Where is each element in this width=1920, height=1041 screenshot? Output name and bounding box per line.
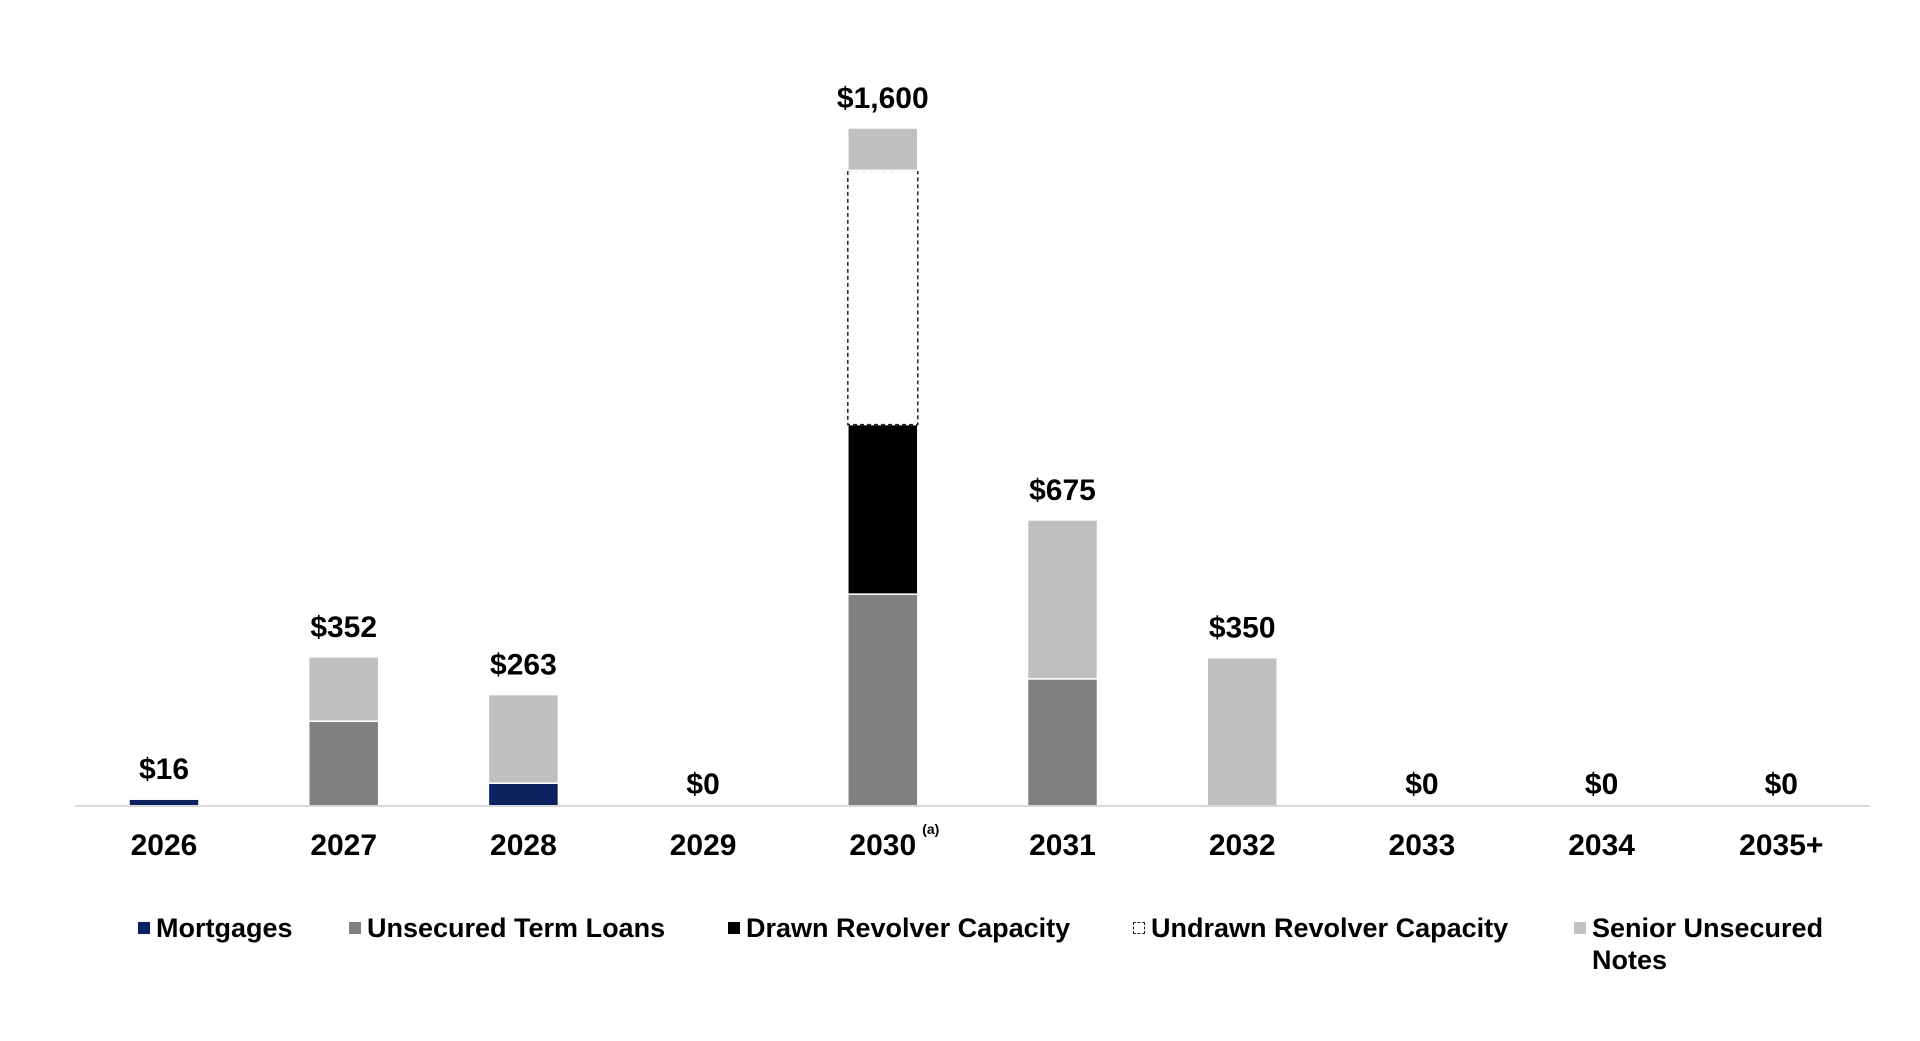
legend-swatch-icon (138, 922, 150, 934)
total-label-2032: $350 (1209, 612, 1276, 645)
bar-2031-series-4 (1026, 519, 1099, 680)
bar-2030-series-4 (847, 127, 919, 172)
bar-2027-series-1 (307, 720, 380, 807)
bar-2030-series-3 (847, 169, 919, 426)
footnote-marker-2030: (a) (922, 821, 939, 837)
x-tick-label-2028: 2028 (490, 829, 557, 862)
x-tick-label-2029: 2029 (670, 829, 737, 862)
total-label-2026: $16 (139, 753, 189, 786)
total-label-2034: $0 (1585, 768, 1618, 801)
x-tick-label-2034: 2034 (1568, 829, 1635, 862)
bar-2028-series-4 (487, 693, 560, 784)
bar-2030-series-2 (847, 423, 919, 595)
x-tick-label-2033: 2033 (1389, 829, 1456, 862)
legend-swatch-icon (1574, 922, 1586, 934)
legend-label: Undrawn Revolver Capacity (1151, 912, 1508, 944)
bar-2027-series-4 (307, 656, 380, 723)
legend-swatch-icon (728, 922, 740, 934)
legend-item-4: Senior Unsecured Notes (1574, 912, 1823, 976)
legend-label-line: Mortgages (156, 913, 293, 943)
legend-label-line: Unsecured Term Loans (367, 913, 666, 943)
legend-label-line: Drawn Revolver Capacity (746, 913, 1071, 943)
bar-2030-series-1 (847, 593, 919, 807)
total-label-2028: $263 (490, 649, 557, 682)
total-label-2033: $0 (1405, 768, 1438, 801)
legend-label: Senior Unsecured Notes (1592, 912, 1823, 976)
legend-label: Drawn Revolver Capacity (746, 912, 1070, 944)
legend-item-3: Undrawn Revolver Capacity (1133, 912, 1508, 944)
total-label-2035plus: $0 (1765, 768, 1798, 801)
total-label-2029: $0 (686, 768, 719, 801)
legend-swatch-icon (349, 922, 361, 934)
legend-item-0: Mortgages (138, 912, 293, 944)
bar-2032-series-4 (1206, 656, 1278, 807)
total-label-2030: $1,600 (837, 82, 929, 115)
legend-label-line: Undrawn Revolver Capacity (1151, 913, 1509, 943)
total-labels: $16 $352 $263 $0 $1,600 $675 $350 $0 $0 $0 (139, 82, 1798, 801)
legend: Mortgages Unsecured Term Loans Drawn Revol… (0, 912, 1920, 992)
x-tick-label-2026: 2026 (131, 829, 198, 862)
x-tick-label-2031: 2031 (1029, 829, 1096, 862)
legend-item-2: Drawn Revolver Capacity (728, 912, 1070, 944)
bar-layer (128, 127, 1278, 807)
legend-item-1: Unsecured Term Loans (349, 912, 665, 944)
bar-2028-series-0 (487, 782, 560, 807)
x-tick-label-2030: 2030 (849, 829, 916, 862)
total-label-2031: $675 (1029, 474, 1096, 507)
bar-2026-series-0 (128, 798, 200, 807)
legend-label-line: Notes (1592, 945, 1668, 975)
x-tick-label-2027: 2027 (310, 829, 377, 862)
legend-label: Mortgages (156, 912, 293, 944)
bar-2031-series-1 (1026, 678, 1099, 807)
x-tick-label-2032: 2032 (1209, 829, 1276, 862)
legend-swatch-icon (1133, 922, 1145, 934)
legend-label-line: Senior Unsecured (1592, 913, 1824, 943)
x-tick-label-2035plus: 2035+ (1739, 829, 1823, 862)
legend-label: Unsecured Term Loans (367, 912, 665, 944)
total-label-2027: $352 (310, 611, 377, 644)
x-tick-labels: 2026 2027 2028 2029 2030 (a) 2031 2032 2033 2034 2… (131, 821, 1824, 862)
